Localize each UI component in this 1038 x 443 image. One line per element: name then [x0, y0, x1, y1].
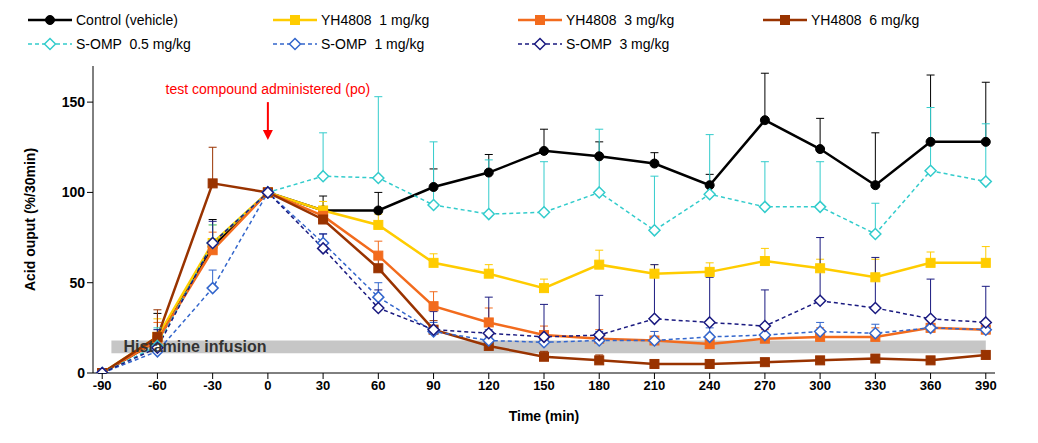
svg-text:Time (min): Time (min) [509, 408, 580, 424]
svg-text:100: 100 [62, 184, 86, 200]
html-text:YH4808 3 mg/kg: YH4808 3 mg/kg [566, 12, 675, 28]
svg-text:300: 300 [809, 378, 831, 393]
svg-text:-90: -90 [93, 378, 112, 393]
svg-text:360: 360 [920, 378, 942, 393]
svg-text:330: 330 [864, 378, 886, 393]
svg-text:-60: -60 [148, 378, 167, 393]
svg-text:test compound administered (po: test compound administered (po) [166, 81, 371, 97]
svg-text:210: 210 [644, 378, 666, 393]
svg-text:Acid ouput (%/30min): Acid ouput (%/30min) [22, 148, 38, 291]
svg-text:60: 60 [371, 378, 385, 393]
svg-text:180: 180 [588, 378, 610, 393]
svg-text:50: 50 [69, 275, 85, 291]
svg-text:150: 150 [62, 94, 86, 110]
html-text:Control (vehicle): Control (vehicle) [76, 12, 178, 28]
svg-text:390: 390 [975, 378, 997, 393]
svg-text:0: 0 [77, 365, 85, 381]
svg-text:240: 240 [699, 378, 721, 393]
html-text:S-OMP 1 mg/kg: S-OMP 1 mg/kg [321, 36, 425, 52]
svg-text:30: 30 [316, 378, 330, 393]
html-text:YH4808 1 mg/kg: YH4808 1 mg/kg [321, 12, 430, 28]
svg-text:150: 150 [533, 378, 555, 393]
svg-text:-30: -30 [203, 378, 222, 393]
svg-text:270: 270 [754, 378, 776, 393]
html-text:S-OMP 0.5 mg/kg: S-OMP 0.5 mg/kg [76, 36, 191, 52]
html-text:YH4808 6 mg/kg: YH4808 6 mg/kg [811, 12, 920, 28]
html-text:S-OMP 3 mg/kg: S-OMP 3 mg/kg [566, 36, 670, 52]
svg-text:0: 0 [264, 378, 271, 393]
svg-text:120: 120 [478, 378, 500, 393]
svg-text:90: 90 [426, 378, 440, 393]
svg-text:Histamine infusion: Histamine infusion [123, 338, 266, 355]
